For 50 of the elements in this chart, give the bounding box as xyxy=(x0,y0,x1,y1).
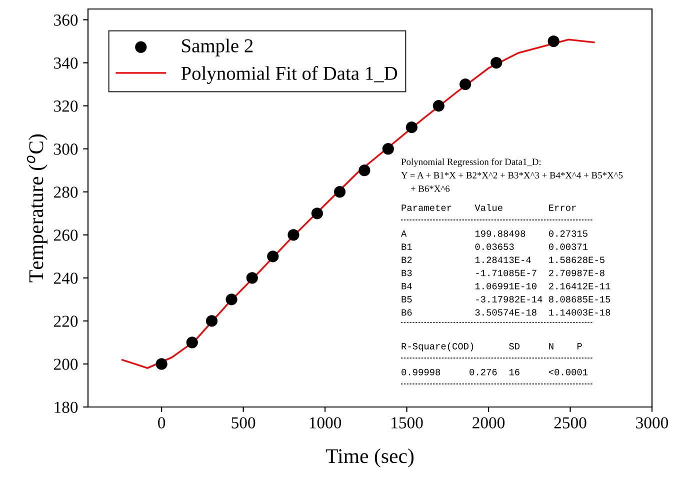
annotation: B6 3.50574E-18 1.14003E-18 xyxy=(402,309,610,316)
annotation: B2 1.28413E-4 1.58628E-5 xyxy=(402,256,604,264)
point xyxy=(246,272,258,284)
annotation: B1 0.03653 0.00371 xyxy=(402,244,588,250)
annotation: B4 1.06991E-10 2.16412E-11 xyxy=(402,282,610,290)
x-tick-label: 3000 xyxy=(636,417,668,428)
legend-label: Polynomial Fit of Data 1_D xyxy=(181,66,398,84)
y-tick-label: 280 xyxy=(54,186,78,198)
y-axis-title: Temperature ($^{o}$C) xyxy=(26,134,48,282)
y-tick-label: 240 xyxy=(54,272,78,284)
point xyxy=(460,78,472,90)
x-tick-label: 2000 xyxy=(472,417,505,428)
point xyxy=(490,56,502,69)
point xyxy=(358,164,370,176)
point xyxy=(226,294,238,306)
x-tick-label: 1500 xyxy=(392,417,423,428)
y-tick-label: 260 xyxy=(54,230,78,241)
annotation: A 199.88498 0.27315 xyxy=(401,230,588,237)
annotation: R-Square(COD) SD N P xyxy=(402,342,582,352)
point xyxy=(288,229,300,241)
point xyxy=(548,35,560,48)
annotation: 0.99998 0.276 16 <0.0001 xyxy=(402,368,588,376)
point xyxy=(206,315,218,327)
y-tick-label: 220 xyxy=(54,316,78,327)
annotation: Parameter Value Error xyxy=(402,204,576,211)
x-axis-title: Time (sec) xyxy=(326,448,414,468)
point xyxy=(186,336,198,348)
point xyxy=(382,143,394,155)
y-tick-label: 340 xyxy=(54,57,78,69)
y-tick-label: 200 xyxy=(54,358,78,370)
point xyxy=(406,122,418,134)
point xyxy=(267,250,279,262)
annotation: B5 -3.17982E-14 8.08685E-15 xyxy=(402,296,610,302)
annotation: Y = A + B1*X + B2*X^2 + B3*X^3 + B4*X^4 + B5*X^5 xyxy=(401,172,623,178)
x-tick-label: 500 xyxy=(232,417,256,428)
y-tick-label: 300 xyxy=(54,144,78,155)
y-tick-label: 360 xyxy=(54,14,78,26)
point xyxy=(334,186,346,198)
x-tick-label: 1000 xyxy=(310,417,342,428)
point xyxy=(156,358,168,370)
x-tick-label: 2500 xyxy=(554,417,586,428)
x-tick-label: 0 xyxy=(158,417,166,428)
point xyxy=(311,208,324,220)
legend-label: Sample 2 xyxy=(182,38,253,56)
annotation: + B6*X^6 xyxy=(410,186,450,192)
annotation: Polynomial Regression for Data1_D: xyxy=(401,158,541,167)
y-tick-label: 320 xyxy=(54,100,78,112)
y-tick-label: 180 xyxy=(54,402,78,413)
annotation: B3 -1.71085E-7 2.70987E-8 xyxy=(402,270,604,276)
point xyxy=(432,100,444,112)
